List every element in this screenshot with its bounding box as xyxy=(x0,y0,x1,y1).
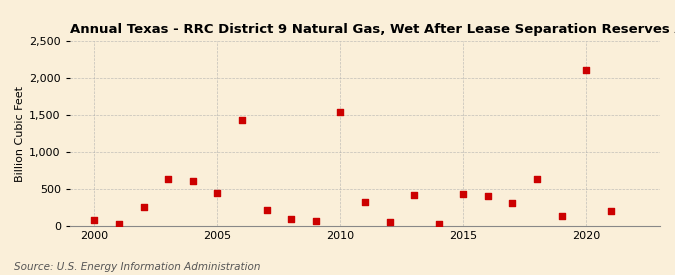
Point xyxy=(408,193,419,197)
Point xyxy=(458,192,468,196)
Point xyxy=(483,193,493,198)
Point xyxy=(507,200,518,205)
Point xyxy=(163,177,173,182)
Point xyxy=(236,118,247,122)
Point xyxy=(580,68,591,72)
Point xyxy=(433,222,444,226)
Point xyxy=(360,200,371,204)
Point xyxy=(188,179,198,183)
Text: Annual Texas - RRC District 9 Natural Gas, Wet After Lease Separation Reserves A: Annual Texas - RRC District 9 Natural Ga… xyxy=(70,23,675,36)
Point xyxy=(261,208,272,213)
Point xyxy=(286,216,296,221)
Point xyxy=(605,209,616,213)
Y-axis label: Billion Cubic Feet: Billion Cubic Feet xyxy=(15,86,25,182)
Point xyxy=(89,218,100,222)
Text: Source: U.S. Energy Information Administration: Source: U.S. Energy Information Administ… xyxy=(14,262,260,272)
Point xyxy=(335,110,346,114)
Point xyxy=(310,219,321,224)
Point xyxy=(113,221,124,226)
Point xyxy=(212,191,223,196)
Point xyxy=(532,177,543,182)
Point xyxy=(556,214,567,219)
Point xyxy=(384,220,395,224)
Point xyxy=(138,205,149,210)
